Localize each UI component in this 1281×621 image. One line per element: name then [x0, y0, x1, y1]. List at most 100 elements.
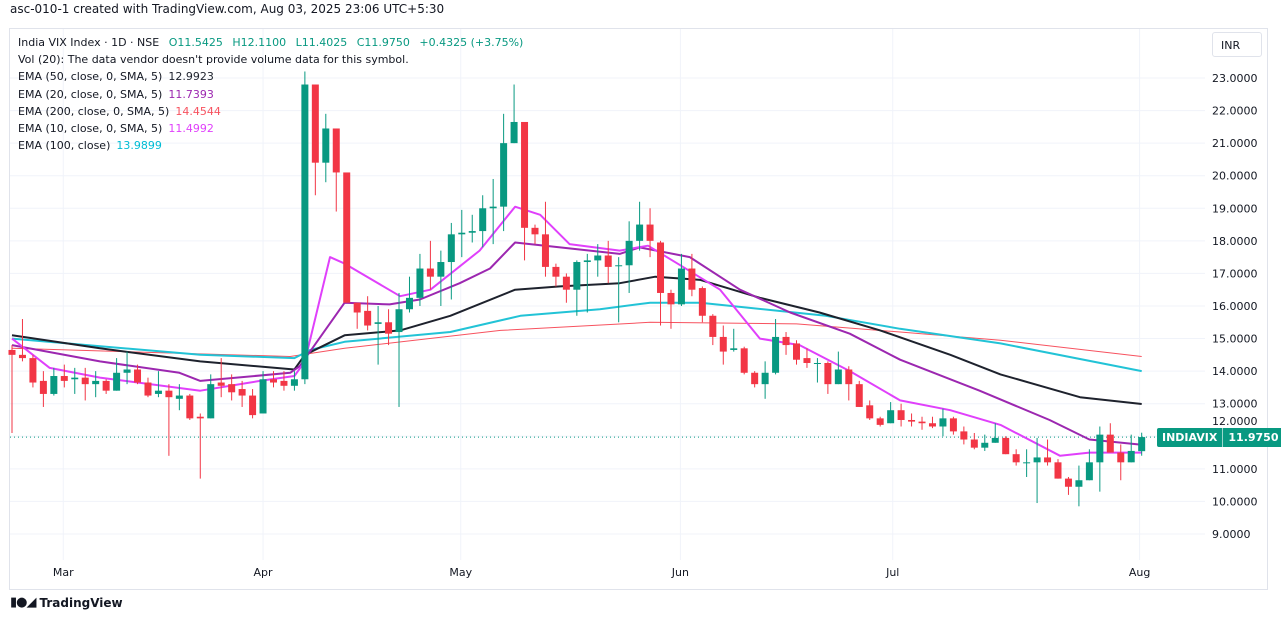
candle [803, 348, 811, 368]
price-tick-label: 10.0000 [1212, 495, 1258, 508]
price-tick-label: 23.0000 [1212, 72, 1258, 85]
candle [290, 371, 298, 391]
candle-body [374, 322, 382, 324]
candle [447, 222, 455, 300]
candle-body [855, 384, 863, 407]
candle [876, 416, 884, 427]
candle [301, 71, 309, 385]
candle [625, 221, 633, 293]
candle [855, 380, 863, 407]
candle-body [1023, 462, 1031, 464]
candle-body [981, 442, 989, 448]
candle-body [1127, 450, 1135, 463]
candle [761, 361, 769, 399]
candle [887, 402, 895, 424]
candle [322, 113, 330, 183]
candle [730, 328, 738, 352]
candle-body [834, 369, 842, 385]
candle [521, 121, 529, 261]
candle [698, 286, 706, 323]
ohlc-open: O11.5425 [168, 36, 223, 49]
indicator-value: 13.9899 [116, 139, 162, 153]
candle [897, 403, 905, 427]
candle [343, 172, 351, 303]
candle-body [123, 369, 131, 373]
candle [677, 253, 685, 306]
candle-body [918, 421, 926, 424]
candle-body [751, 372, 759, 385]
candle [500, 113, 508, 232]
candle [960, 426, 968, 445]
symbol-name[interactable]: India VIX Index · 1D · NSE [18, 36, 160, 49]
candle-body [657, 242, 665, 293]
candle-body [562, 276, 570, 290]
ema-line-ema10 [11, 205, 1142, 457]
candle-body [604, 255, 612, 267]
candle-body [730, 348, 738, 350]
candle-body [594, 255, 602, 261]
candle-body [970, 439, 978, 448]
candle-body [405, 297, 413, 310]
candle [1012, 449, 1020, 466]
candle-body [71, 377, 79, 380]
candle [280, 371, 288, 391]
candle-body [667, 292, 675, 305]
currency-button[interactable]: INR [1212, 32, 1262, 57]
candle [552, 263, 560, 287]
candle-body [636, 224, 644, 241]
candle [646, 208, 654, 258]
candle [175, 384, 183, 411]
candle-body [238, 389, 246, 396]
indicator-ema200[interactable]: EMA (200, close, 0, SMA, 5) 14.4544 [18, 103, 523, 120]
candle [154, 371, 162, 398]
candle [1044, 439, 1052, 466]
candle [1064, 476, 1072, 495]
candle-body [165, 390, 173, 398]
candle [667, 289, 675, 329]
candle [1127, 434, 1135, 463]
candle-body [949, 418, 957, 432]
candle [489, 178, 497, 245]
indicator-ema100[interactable]: EMA (100, close) 13.9899 [18, 137, 523, 154]
candle [939, 408, 947, 437]
candle-body [615, 265, 623, 267]
candle-body [876, 418, 884, 425]
indicator-ema50[interactable]: EMA (50, close, 0, SMA, 5) 12.9923 [18, 68, 523, 85]
candle [531, 224, 539, 245]
indicator-label: EMA (10, close, 0, SMA, 5) [18, 122, 163, 136]
candle [353, 302, 361, 329]
candle [751, 371, 759, 388]
ema-line-ema20 [11, 241, 1142, 446]
price-tick-label: 15.0000 [1212, 333, 1258, 346]
candle-body [625, 240, 633, 266]
candle-body [280, 380, 288, 386]
candle-body [646, 224, 654, 241]
indicator-ema10[interactable]: EMA (10, close, 0, SMA, 5) 11.4992 [18, 120, 523, 137]
candle [1096, 426, 1104, 492]
candle [238, 380, 246, 407]
price-tick-label: 13.0000 [1212, 398, 1258, 411]
candle-body [364, 310, 372, 326]
tradingview-logo-icon[interactable]: ▮●◢ [10, 595, 36, 610]
indicator-label: EMA (20, close, 0, SMA, 5) [18, 87, 163, 101]
indicator-value: 14.4544 [175, 104, 221, 118]
candle [18, 319, 26, 362]
candle-body [677, 268, 685, 305]
candle [1075, 465, 1083, 507]
candle-body [887, 410, 895, 424]
candle-body [1044, 457, 1052, 463]
indicator-ema20[interactable]: EMA (20, close, 0, SMA, 5) 11.7393 [18, 86, 523, 103]
candle [8, 345, 16, 434]
candle [1117, 444, 1125, 481]
candle-body [186, 395, 194, 419]
time-tick-label: Jun [671, 566, 689, 579]
candle-body [583, 260, 591, 263]
candle [709, 314, 717, 346]
time-tick-label: May [449, 566, 472, 579]
candle-body [1002, 437, 1010, 455]
footer-brand[interactable]: TradingView [39, 595, 123, 610]
indicator-label: EMA (200, close, 0, SMA, 5) [18, 104, 170, 118]
candle [991, 423, 999, 443]
candle-body [897, 410, 905, 420]
